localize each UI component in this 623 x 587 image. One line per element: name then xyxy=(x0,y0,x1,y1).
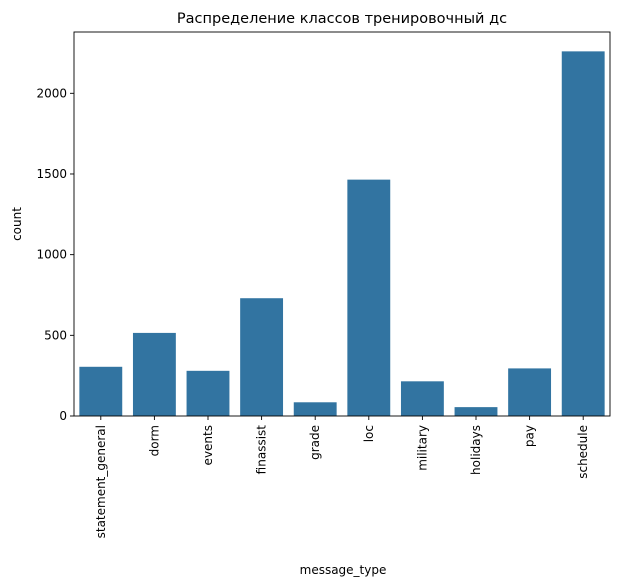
chart-title: Распределение классов тренировочный дс xyxy=(177,11,507,27)
x-tick-label: statement_general xyxy=(94,425,108,538)
x-tick-label: pay xyxy=(523,425,537,447)
x-tick-label: events xyxy=(201,425,215,465)
bar-events xyxy=(186,370,230,416)
y-axis-ticks: 0 500 1000 1500 2000 xyxy=(36,86,74,423)
x-tick-label: grade xyxy=(308,425,322,460)
y-tick-label: 1500 xyxy=(36,167,67,181)
y-tick-label: 500 xyxy=(44,328,67,342)
bar-loc xyxy=(347,179,391,416)
y-tick-label: 2000 xyxy=(36,86,67,100)
bar-schedule xyxy=(561,51,605,417)
bar-grade xyxy=(293,402,337,416)
y-axis-label: count xyxy=(10,207,24,241)
bar-statement_general xyxy=(79,366,123,416)
x-tick-label: loc xyxy=(362,425,376,442)
bar-holidays xyxy=(454,407,498,416)
bars-group xyxy=(79,51,605,417)
x-tick-label: holidays xyxy=(469,425,483,475)
x-tick-label: schedule xyxy=(576,425,590,479)
x-axis-label: message_type xyxy=(300,563,387,577)
y-tick-label: 1000 xyxy=(36,248,67,262)
bar-pay xyxy=(508,368,552,416)
y-tick-label: 0 xyxy=(59,409,67,423)
x-axis-ticks: statement_general dorm events finassist grad… xyxy=(94,416,590,538)
bar-military xyxy=(400,381,444,416)
bar-dorm xyxy=(132,332,176,416)
x-tick-label: dorm xyxy=(147,425,161,456)
plot-frame xyxy=(73,31,611,417)
bar-finassist xyxy=(240,298,284,416)
x-tick-label: finassist xyxy=(255,425,269,475)
x-tick-label: military xyxy=(415,425,429,471)
